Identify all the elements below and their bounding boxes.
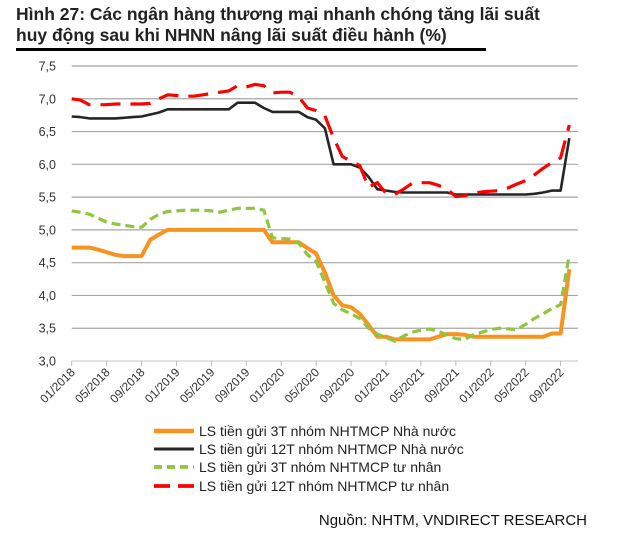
legend-label: LS tiền gửi 12T nhóm NHTMCP Nhà nước [199, 441, 464, 457]
source-note: Nguồn: NHTM, VNDIRECT RESEARCH [318, 512, 587, 529]
y-tick-label: 5,5 [39, 191, 56, 205]
y-tick-label: 7,5 [39, 60, 56, 74]
y-tick-label: 3,0 [39, 355, 56, 369]
x-tick-label: 09/2018 [107, 365, 148, 406]
x-tick-label: 09/2020 [317, 365, 358, 406]
x-tick-label: 01/2020 [247, 365, 288, 406]
x-tick-label: 05/2022 [491, 365, 532, 406]
y-tick-label: 5,0 [39, 223, 56, 237]
y-tick-label: 7,0 [39, 92, 56, 106]
x-tick-label: 09/2019 [212, 365, 253, 406]
x-tick-label: 09/2021 [421, 365, 462, 406]
title-divider [16, 48, 486, 51]
legend-label: LS tiền gửi 3T nhóm NHTMCP Nhà nước [199, 423, 456, 439]
y-tick-label: 3,5 [39, 322, 56, 336]
x-tick-label: 01/2021 [352, 365, 393, 406]
x-tick-label: 05/2019 [177, 365, 218, 406]
x-tick-label: 01/2022 [456, 365, 497, 406]
series-line-4 [71, 82, 571, 199]
legend-label: LS tiền gửi 12T nhóm NHTMCP tư nhân [199, 478, 449, 494]
series-line-1 [71, 227, 572, 342]
series-line-3 [71, 206, 571, 343]
x-tick-label: 01/2018 [37, 365, 78, 406]
series-line-2 [71, 101, 571, 196]
x-tick-label: 05/2018 [72, 365, 113, 406]
legend-label: LS tiền gửi 3T nhóm NHTMCP tư nhân [199, 459, 441, 475]
x-tick-label: 01/2019 [142, 365, 183, 406]
y-tick-label: 6,0 [39, 158, 56, 172]
chart-title-line-1: Hình 27: Các ngân hàng thương mại nhanh … [16, 4, 540, 24]
x-tick-label: 05/2020 [282, 365, 323, 406]
x-tick-label: 09/2022 [526, 365, 567, 406]
y-tick-label: 4,0 [39, 289, 56, 303]
x-tick-label: 05/2021 [386, 365, 427, 406]
chart-title-line-2: huy động sau khi NHNN nâng lãi suất điều… [16, 25, 447, 45]
y-tick-label: 4,5 [39, 256, 56, 270]
chart-title: Hình 27: Các ngân hàng thương mại nhanh … [16, 4, 616, 46]
y-tick-label: 6,5 [39, 125, 56, 139]
